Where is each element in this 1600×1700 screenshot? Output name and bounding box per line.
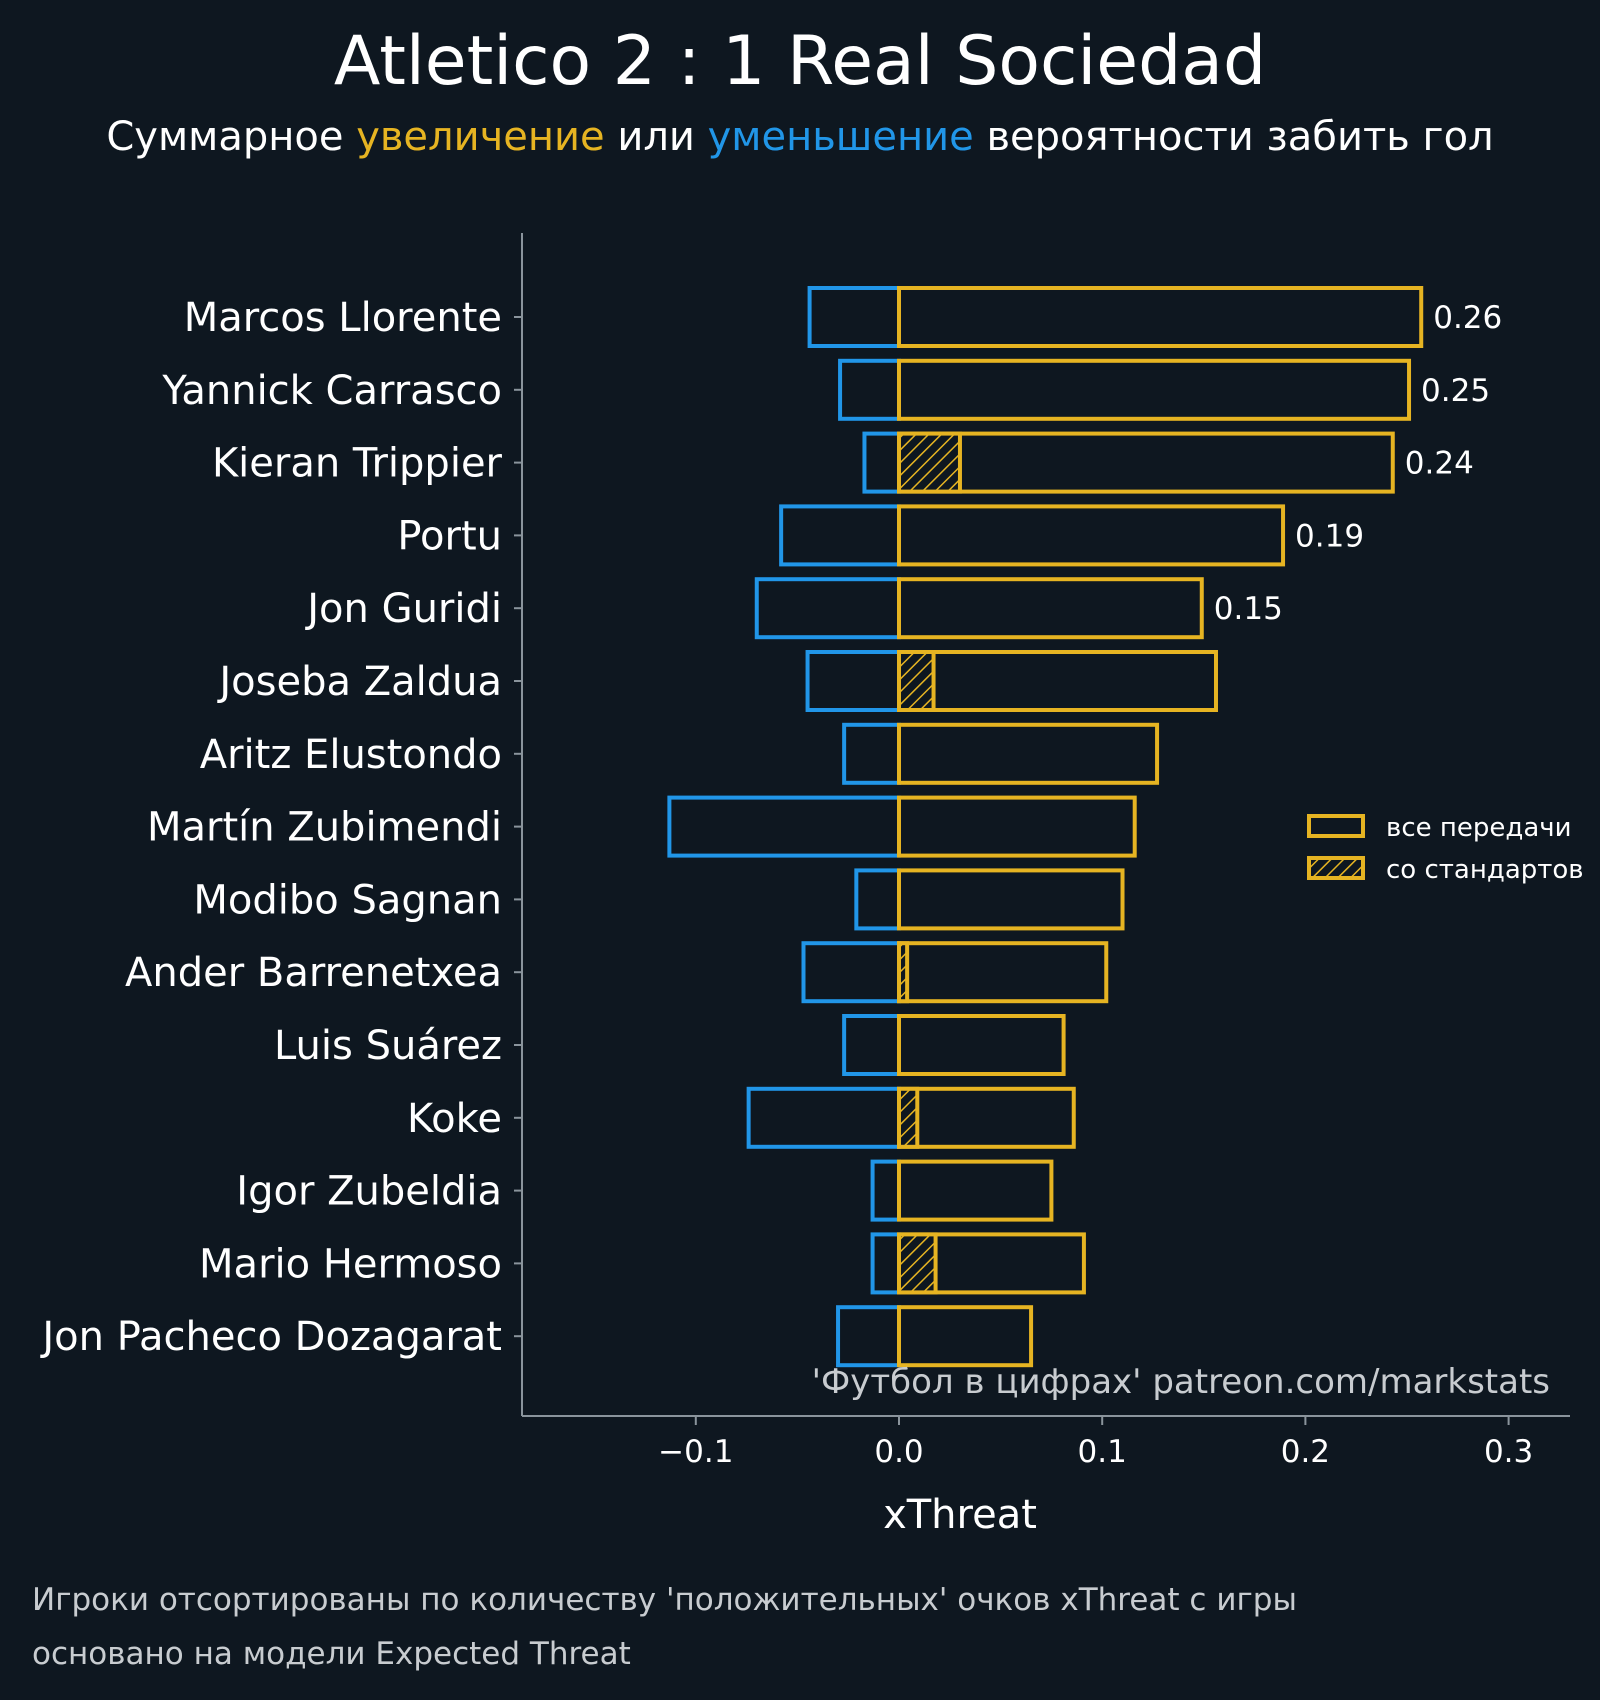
y-tick-label: Modibo Sagnan: [193, 877, 502, 923]
bar-all-passes: [897, 941, 1109, 1004]
chart-subtitle: Суммарное увеличение или уменьшение веро…: [0, 114, 1600, 160]
bar-negative: [667, 795, 901, 858]
bar-all-passes: [897, 868, 1125, 931]
bar-negative: [842, 1014, 901, 1076]
bar-set-pieces: [897, 1232, 938, 1295]
data-label: 0.25: [1421, 373, 1490, 409]
y-tick-label: Yannick Carrasco: [161, 368, 502, 414]
x-tick-label: 0.0: [874, 1434, 923, 1470]
y-tick-label: Martín Zubimendi: [147, 805, 502, 851]
data-label: 0.24: [1405, 446, 1474, 482]
y-tick-label: Portu: [397, 513, 502, 559]
x-tick-label: 0.2: [1281, 1434, 1330, 1470]
x-axis-label: xThreat: [883, 1492, 1037, 1538]
footnote-model: основано на модели Expected Threat: [32, 1636, 631, 1672]
y-tick-label: Mario Hermoso: [199, 1241, 502, 1287]
legend-label-set-pieces: со стандартов: [1386, 855, 1584, 885]
y-tick-label: Koke: [407, 1096, 502, 1142]
subtitle-increase: увеличение: [356, 114, 605, 160]
bar-set-pieces: [897, 1086, 920, 1149]
bar-negative: [870, 1159, 901, 1222]
bar-all-passes: [897, 1305, 1034, 1368]
bar-all-passes: [897, 1014, 1066, 1076]
bar-all-passes: [897, 286, 1424, 348]
bar-all-passes: [897, 1086, 1076, 1149]
y-tick-label: Igor Zubeldia: [236, 1169, 502, 1215]
x-tick-label: −0.1: [658, 1434, 733, 1470]
y-tick-label: Luis Suárez: [274, 1023, 502, 1069]
y-tick-label: Joseba Zaldua: [216, 659, 502, 705]
y-tick-label: Jon Pacheco Dozagarat: [39, 1314, 502, 1360]
subtitle-decrease: уменьшение: [707, 114, 974, 160]
legend-swatch-set-pieces: [1307, 856, 1365, 880]
bar-negative: [801, 941, 901, 1004]
x-tick-label: 0.1: [1078, 1434, 1127, 1470]
subtitle-part3: вероятности забить гол: [973, 114, 1494, 160]
bar-all-passes: [897, 1159, 1054, 1222]
bar-set-pieces: [897, 941, 910, 1004]
legend: все передачи со стандартов: [1307, 813, 1584, 885]
y-tick-label: Jon Guridi: [304, 586, 502, 632]
data-label: 0.26: [1433, 300, 1502, 336]
bar-all-passes: [897, 577, 1204, 640]
bar-all-passes: [897, 795, 1137, 858]
bar-negative: [807, 286, 901, 348]
watermark: 'Футбол в цифрах' patreon.com/markstats: [812, 1362, 1550, 1402]
bar-all-passes: [897, 358, 1412, 421]
data-label: 0.15: [1214, 591, 1283, 627]
bar-all-passes: [897, 504, 1286, 567]
subtitle-part2: или: [604, 114, 708, 160]
y-tick-label: Aritz Elustondo: [200, 732, 502, 778]
bar-negative: [779, 504, 901, 567]
bar-all-passes: [897, 650, 1218, 712]
bar-set-pieces: [897, 431, 962, 494]
bar-negative: [862, 431, 901, 494]
bar-all-passes: [897, 431, 1395, 494]
y-tick-label: Kieran Trippier: [212, 441, 503, 487]
chart-title: Atletico 2 : 1 Real Sociedad: [333, 22, 1267, 101]
data-label: 0.19: [1295, 518, 1364, 554]
bar-all-passes: [897, 722, 1160, 785]
bar-negative: [854, 868, 902, 931]
bar-negative: [754, 577, 902, 640]
bar-negative: [838, 358, 902, 421]
bar-negative: [870, 1232, 901, 1295]
footnote-sorting: Игроки отсортированы по количеству 'поло…: [32, 1582, 1297, 1618]
bar-set-pieces: [897, 650, 936, 712]
y-tick-label: Ander Barrenetxea: [125, 950, 502, 996]
y-tick-label: Marcos Llorente: [184, 295, 502, 341]
x-tick-label: 0.3: [1484, 1434, 1533, 1470]
bar-negative: [836, 1305, 901, 1368]
subtitle-part1: Суммарное: [106, 114, 357, 160]
legend-label-all-passes: все передачи: [1386, 813, 1572, 843]
bar-negative: [746, 1086, 902, 1149]
bar-negative: [842, 722, 901, 785]
legend-swatch-all-passes: [1307, 814, 1365, 838]
bar-negative: [805, 650, 901, 712]
